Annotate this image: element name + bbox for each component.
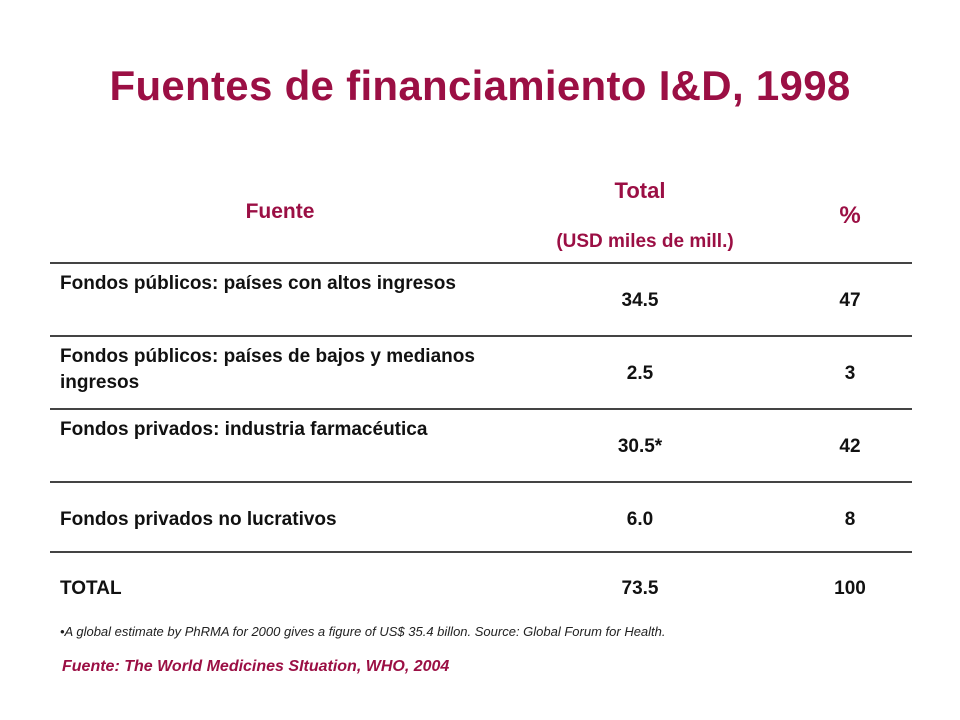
source-citation: Fuente: The World Medicines SItuation, W… — [62, 658, 450, 675]
table-divider — [50, 262, 912, 264]
row-percent: 42 — [839, 436, 861, 457]
column-header-total-units: (USD miles de mill.) — [556, 231, 734, 252]
row-source: Fondos privados no lucrativos — [60, 509, 337, 530]
table-divider — [50, 335, 912, 337]
table-divider — [50, 551, 912, 553]
row-percent: 3 — [844, 363, 856, 384]
column-header-percent: % — [839, 202, 861, 229]
row-total: 73.5 — [621, 578, 659, 599]
row-source: Fondos públicos: países de bajos y media… — [60, 346, 475, 393]
row-total: 2.5 — [626, 363, 654, 384]
row-source: TOTAL — [60, 578, 122, 599]
row-percent: 47 — [839, 290, 861, 311]
table-divider — [50, 408, 912, 410]
row-total: 34.5 — [621, 290, 659, 311]
column-header-fuente: Fuente — [245, 200, 315, 223]
table-divider — [50, 481, 912, 483]
row-source: Fondos privados: industria farmacéutica — [60, 419, 428, 440]
column-header-total: Total — [614, 178, 666, 203]
row-percent: 100 — [834, 578, 866, 599]
row-total: 6.0 — [626, 509, 654, 530]
footnote: •A global estimate by PhRMA for 2000 giv… — [60, 624, 666, 639]
row-total: 30.5* — [617, 436, 663, 457]
row-source: Fondos públicos: países con altos ingres… — [60, 273, 456, 294]
slide-title: Fuentes de financiamiento I&D, 1998 — [109, 62, 851, 109]
row-percent: 8 — [844, 509, 856, 530]
